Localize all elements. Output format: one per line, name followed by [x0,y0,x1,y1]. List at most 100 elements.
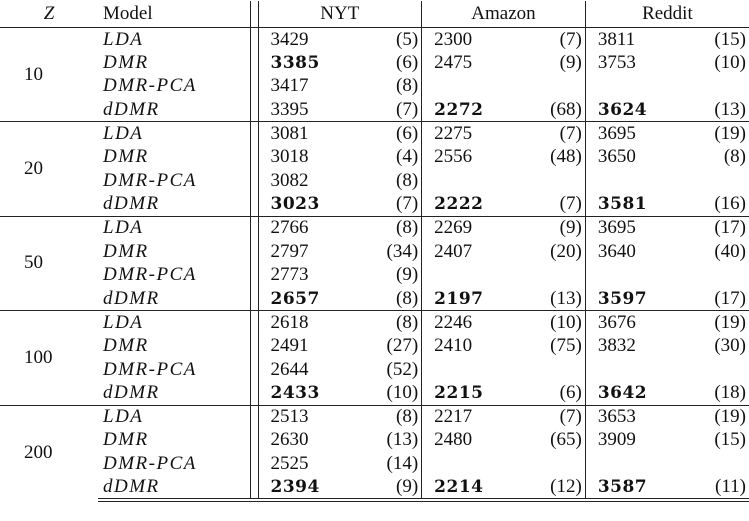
reddit-stddev: (18) [714,381,746,403]
nyt-value-best: 3023 [270,194,320,215]
reddit-stddev: (17) [667,215,749,240]
table-row: DMR-PCA 2525 (14) [0,452,749,476]
nyt-stddev: (6) [339,51,423,75]
nyt-value-best: 3385 [270,52,320,73]
double-rule [249,27,259,52]
reddit-value-cell: 3624 [585,98,667,122]
nyt-value-cell: 2525 [258,452,340,476]
nyt-value: 2513 [270,406,309,428]
table-row: 50 LDA 2766 (8) 2269 (9) 3695 (17) [0,215,749,311]
amazon-value-cell: 2407 [422,240,504,264]
nyt-value-cell: 2773 [258,263,340,287]
nyt-value: 3417 [270,75,309,97]
amazon-empty [422,263,504,287]
nyt-value: 3395 [270,98,309,120]
reddit-stddev: (8) [723,146,746,168]
amazon-value: 2407 [434,240,473,262]
amazon-value: 2269 [434,217,473,239]
model-name: dDMR [103,98,160,120]
reddit-value: 3676 [597,311,636,333]
nyt-stddev: (9) [339,263,423,288]
model-name: LDA [98,215,250,240]
nyt-value: 2797 [270,240,309,262]
model-name: DMR-PCA [103,75,197,97]
table-row: DMR 2491 (27) 2410 (75) 3832 (30) [0,334,749,358]
reddit-value-cell: 3597 [585,287,667,311]
model-name: DMR [103,429,149,451]
nyt-stddev: (6) [339,121,423,146]
reddit-stddev: (16) [714,193,746,215]
header-row: Z Model NYT Amazon Reddit [0,1,749,28]
reddit-value-cell: 3753 [585,51,667,75]
nyt-stddev: (5) [339,27,423,52]
amazon-stddev: (10) [503,310,586,335]
reddit-stddev: (17) [714,287,746,309]
nyt-stddev: (8) [339,215,423,240]
nyt-stddev: (4) [339,145,423,170]
table-row: 200 LDA 2513 (8) 2217 (7) 3653 (19) [0,404,749,500]
amazon-value: 2475 [434,51,473,73]
model-name: dDMR [103,287,160,309]
amazon-value-cell: 2275 [421,121,504,146]
reddit-value: 3811 [597,28,636,50]
reddit-stddev: (15) [714,429,746,451]
nyt-value-cell: 2766 [258,215,340,240]
amazon-value-cell: 2475 [422,51,504,75]
reddit-value-cell: 3650 [585,145,667,169]
nyt-value-cell: 2394 [258,475,340,502]
nyt-stddev: (8) [339,74,423,99]
reddit-value-cell: 3642 [585,381,667,405]
nyt-value-cell: 2797 [258,240,340,264]
double-rule [249,381,259,405]
reddit-empty [585,169,667,193]
double-rule [249,51,259,75]
amazon-value-cell: 2480 [422,429,504,453]
header-amazon: Amazon [421,1,586,28]
reddit-stddev: (19) [667,310,749,335]
nyt-stddev: (10) [339,381,423,405]
nyt-stddev: (8) [339,169,423,193]
double-rule [249,310,259,335]
nyt-stddev: (9) [339,475,423,502]
nyt-value-best: 2394 [270,476,320,497]
amazon-value: 2217 [434,406,473,428]
amazon-stddev: (20) [503,239,586,264]
nyt-value: 2618 [270,311,309,333]
reddit-empty [585,75,667,99]
nyt-value-cell: 3417 [258,75,340,99]
reddit-value: 3695 [597,217,636,239]
amazon-value-cell: 2246 [421,310,504,335]
reddit-empty [585,358,667,382]
model-name: DMR [103,51,149,73]
amazon-value-cell: 2222 [422,193,504,217]
reddit-value-cell: 3832 [585,334,667,358]
nyt-value: 2773 [270,264,309,286]
nyt-value: 2766 [270,217,309,239]
amazon-value-cell: 2410 [422,334,504,358]
table-row: dDMR 2433 (10) 2215 (6) 3642 (18) [0,381,749,405]
reddit-value-best: 3587 [597,476,648,497]
model-name: LDA [98,404,250,429]
double-rule [249,287,259,311]
double-rule [249,334,259,358]
nyt-value: 3081 [270,122,309,144]
z-value: 50 [0,215,98,311]
amazon-value-cell: 2217 [421,404,504,429]
reddit-stddev: (13) [714,98,746,120]
reddit-stddev: (30) [714,335,746,357]
reddit-stddev: (11) [667,475,749,502]
nyt-value: 2525 [270,452,309,474]
table-row: dDMR 2394 (9) 2214 (12) 3587 (11) [0,475,749,502]
nyt-stddev: (8) [339,287,423,311]
nyt-value-cell: 3018 [258,145,340,169]
table-row: DMR 3385 (6) 2475 (9) 3753 (10) [0,51,749,75]
reddit-stddev: (19) [667,121,749,146]
reddit-stddev: (19) [667,404,749,429]
amazon-value-best: 2197 [434,288,484,309]
reddit-value-best: 3642 [597,382,648,403]
nyt-value-cell: 2513 [258,404,340,429]
reddit-value-best: 3581 [597,194,648,215]
z-value: 100 [0,310,98,405]
amazon-empty [422,169,504,193]
amazon-value: 2300 [434,28,473,50]
